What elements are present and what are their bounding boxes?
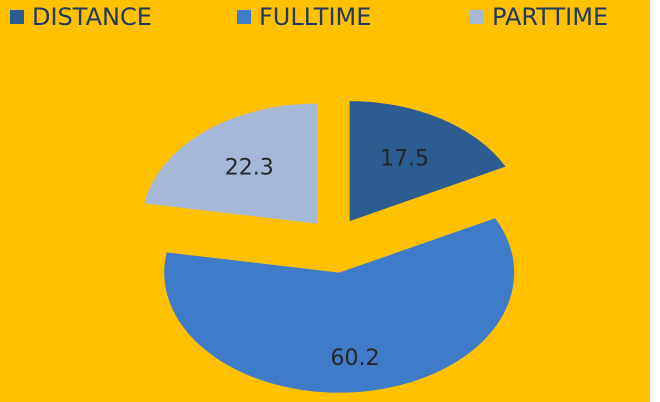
data-label: 22.3 [225, 156, 274, 181]
pie-slice [349, 101, 506, 222]
legend-swatch [470, 10, 484, 24]
data-label: 17.5 [380, 147, 429, 172]
legend-label: DISTANCE [32, 3, 152, 31]
data-label: 60.2 [330, 346, 379, 371]
legend-label: PARTTIME [492, 3, 608, 31]
legend-swatch [10, 10, 24, 24]
pie-slice [144, 103, 317, 224]
legend-label: FULLTIME [259, 3, 371, 31]
legend-swatch [237, 10, 251, 24]
pie-slice [164, 218, 515, 393]
